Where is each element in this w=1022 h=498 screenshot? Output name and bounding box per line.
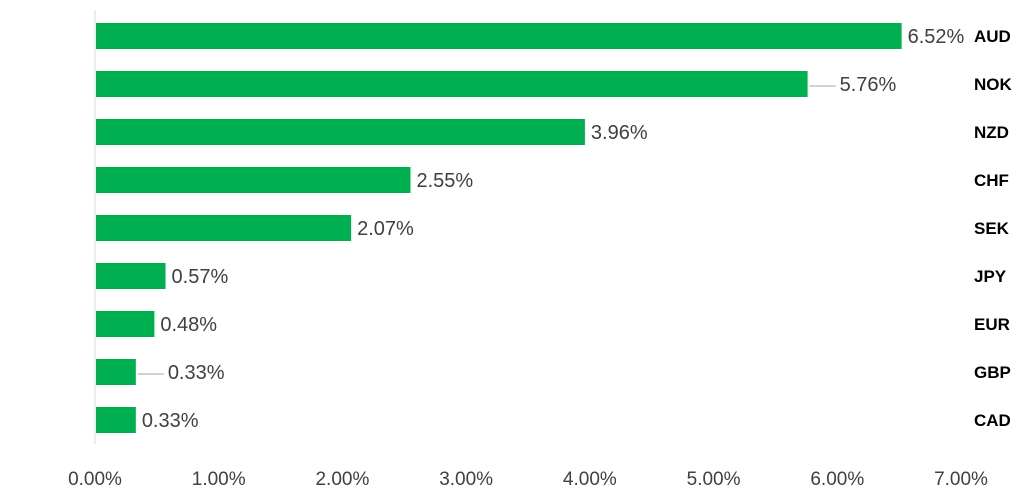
bar-chf xyxy=(96,167,411,193)
bar-nok xyxy=(96,71,808,97)
value-label-cad: 0.33% xyxy=(142,410,199,432)
bar-nzd xyxy=(96,119,585,145)
value-labels-group: 6.52% 5.76% 3.96% 2.55% 2.07% 0.57% 0.48% 0.33%… xyxy=(137,26,965,432)
category-label-nok: NOK xyxy=(974,75,1013,94)
bars-group xyxy=(96,23,902,433)
x-tick-label: 4.00% xyxy=(563,469,617,490)
value-label-sek: 2.07% xyxy=(357,218,414,240)
x-tick-label: 6.00% xyxy=(810,469,864,490)
category-label-cad: CAD xyxy=(974,411,1011,430)
x-tick-label: 5.00% xyxy=(687,469,741,490)
value-label-gbp: 0.33% xyxy=(168,362,225,384)
x-tick-label: 1.00% xyxy=(192,469,246,490)
category-label-sek: SEK xyxy=(974,219,1010,238)
x-tick-label: 3.00% xyxy=(439,469,493,490)
value-label-aud: 6.52% xyxy=(908,26,965,48)
bar-sek xyxy=(96,215,352,241)
x-axis-ticks-group: 0.00% 1.00% 2.00% 3.00% 4.00% 5.00% 6.00% 7.00% xyxy=(68,469,988,490)
value-label-jpy: 0.57% xyxy=(172,266,229,288)
value-label-eur: 0.48% xyxy=(160,314,217,336)
bar-gbp xyxy=(96,359,136,385)
x-tick-label: 2.00% xyxy=(315,469,369,490)
category-label-aud: AUD xyxy=(974,27,1011,46)
category-label-jpy: JPY xyxy=(974,267,1007,286)
bar-cad xyxy=(96,407,136,433)
category-label-nzd: NZD xyxy=(974,123,1009,142)
bar-jpy xyxy=(96,263,166,289)
category-label-gbp: GBP xyxy=(974,363,1011,382)
category-label-eur: EUR xyxy=(974,315,1010,334)
category-label-chf: CHF xyxy=(974,171,1009,190)
bar-eur xyxy=(96,311,155,337)
x-tick-label: 7.00% xyxy=(934,469,988,490)
value-label-nzd: 3.96% xyxy=(591,122,648,144)
value-label-nok: 5.76% xyxy=(840,74,897,96)
value-label-chf: 2.55% xyxy=(416,170,473,192)
bar-aud xyxy=(96,23,902,49)
x-tick-label: 0.00% xyxy=(68,469,122,490)
category-labels-group: AUD NOK NZD CHF SEK JPY EUR GBP CAD xyxy=(974,27,1013,430)
